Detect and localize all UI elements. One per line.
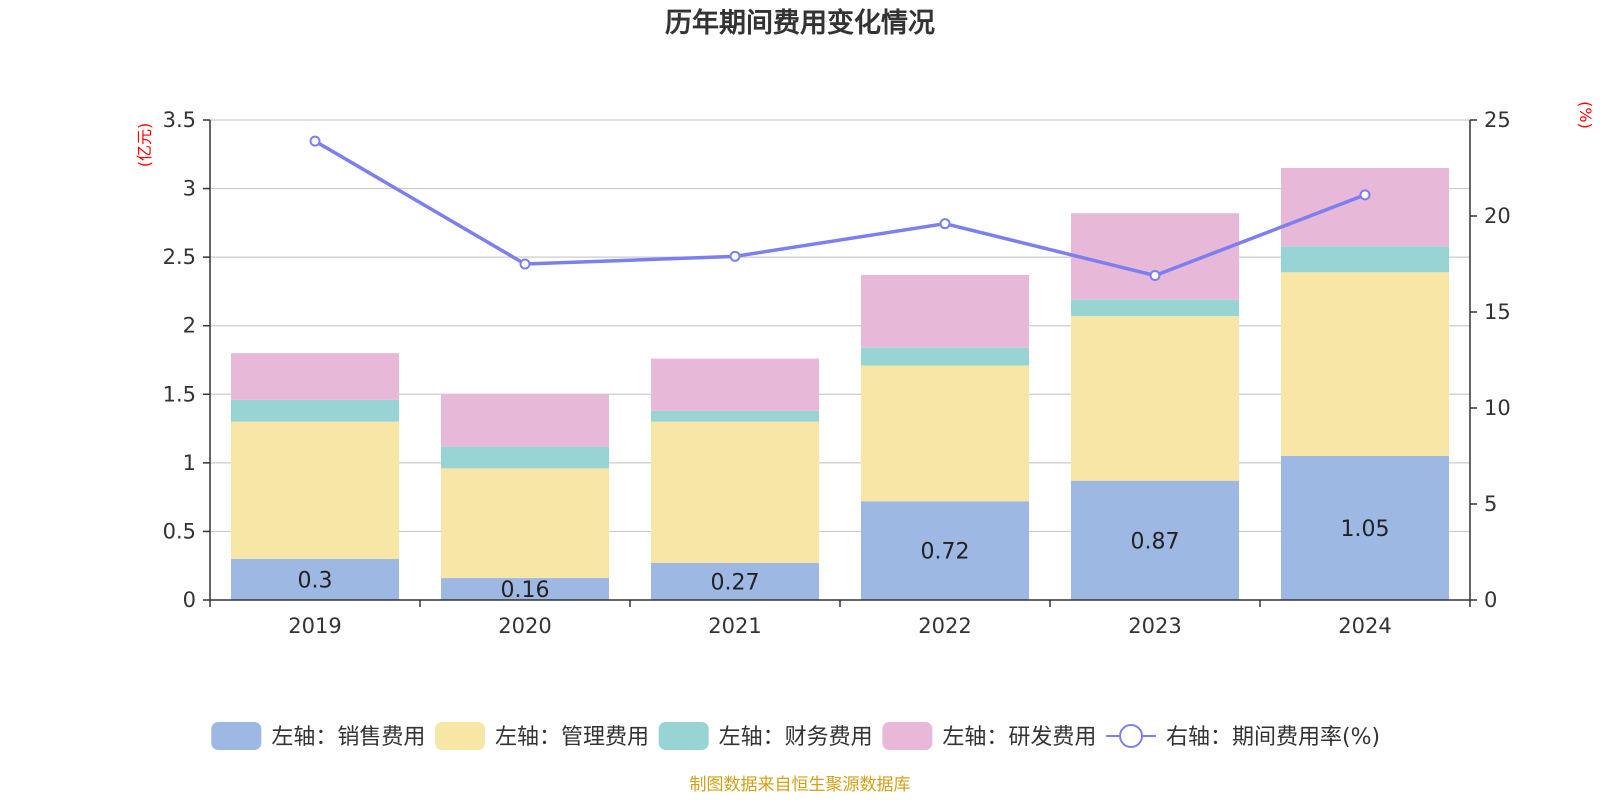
bar-2024-series-1 (1281, 456, 1449, 600)
x-tick-label: 2023 (1128, 614, 1181, 638)
legend-label: 左轴：管理费用 (495, 725, 649, 750)
bar-2019-series-2 (231, 421, 399, 559)
bar-2024-series-2 (1281, 272, 1449, 456)
legend-swatch (211, 722, 262, 750)
bar-2022-series-4 (861, 274, 1029, 348)
bar-2022-series-2 (861, 365, 1029, 502)
left-tick-label: 3 (183, 177, 196, 201)
rate-point-2020 (519, 258, 531, 270)
x-tick-label: 2022 (918, 614, 971, 638)
bar-value-label: 1.05 (1341, 517, 1390, 542)
chart-title: 历年期间费用变化情况 (665, 7, 935, 39)
left-tick-label: 1.5 (163, 382, 196, 406)
right-axis-unit: (%) (1576, 101, 1595, 129)
bar-2020-series-2 (441, 468, 609, 579)
bar-2022-series-3 (861, 347, 1029, 366)
bar-2023-series-4 (1071, 213, 1239, 300)
bar-value-label: 0.3 (298, 568, 333, 593)
bar-2021-series-1 (651, 562, 819, 600)
bar-2020-series-1 (441, 578, 609, 600)
x-tick-label: 2020 (498, 614, 551, 638)
x-tick-label: 2019 (288, 614, 341, 638)
left-tick-label: 2.5 (163, 245, 196, 269)
rate-point-2022 (939, 218, 951, 230)
rate-point-2019 (309, 135, 321, 147)
bar-2020-series-3 (441, 446, 609, 469)
legend-marker-icon (1119, 724, 1144, 748)
legend-swatch (658, 722, 709, 750)
legend-label: 左轴：财务费用 (719, 725, 873, 750)
bar-value-label: 0.87 (1131, 529, 1180, 554)
axes: 0 0.5 1 1.5 2 2.5 3 3.5 0 5 10 15 20 25 2019 2020 2021 20… (163, 108, 1511, 638)
left-tick-label: 0.5 (163, 519, 196, 543)
right-tick-label: 10 (1484, 396, 1511, 420)
bar-2023-series-1 (1071, 480, 1239, 600)
bar-2021-series-2 (651, 421, 819, 563)
bar-2023-series-3 (1071, 299, 1239, 317)
bar-2019-series-4 (231, 353, 399, 400)
grid (210, 119, 1470, 533)
source-note: 制图数据来自恒生聚源数据库 (690, 775, 911, 795)
left-tick-label: 3.5 (163, 108, 196, 132)
data-labels: 0.3 0.16 0.27 0.72 0.87 1.05 (298, 517, 1390, 603)
bar-2022-series-1 (861, 501, 1029, 600)
legend: 左轴：销售费用 左轴：管理费用 左轴：财务费用 左轴：研发费用 右轴：期间费用率(%) (211, 722, 1380, 750)
bar-2019-series-3 (231, 399, 399, 422)
rate-point-2023 (1149, 270, 1161, 282)
left-axis-unit: (亿元) (135, 123, 154, 168)
bar-value-label: 0.27 (711, 570, 760, 595)
legend-swatch (435, 722, 485, 750)
bar-2023-series-2 (1071, 316, 1239, 481)
rate-line-path (314, 139, 1366, 278)
left-tick-label: 0 (183, 588, 196, 612)
right-tick-label: 25 (1484, 108, 1511, 132)
bar-value-label: 0.16 (501, 578, 550, 603)
legend-label: 右轴：期间费用率(%) (1166, 725, 1380, 750)
x-tick-label: 2024 (1338, 614, 1391, 638)
legend-label: 左轴：销售费用 (271, 725, 425, 750)
x-tick-label: 2021 (708, 614, 761, 638)
rate-point-2024 (1359, 189, 1371, 201)
bar-2020-series-4 (441, 394, 609, 447)
bars (231, 168, 1449, 600)
rate-point-2021 (729, 250, 741, 262)
right-tick-label: 20 (1484, 204, 1511, 228)
bar-2021-series-4 (651, 358, 819, 411)
bar-2019-series-1 (231, 558, 399, 600)
bar-value-label: 0.72 (921, 540, 970, 565)
legend-swatch (882, 722, 933, 750)
bar-2024-series-3 (1281, 246, 1449, 273)
rate-line (309, 135, 1371, 282)
bar-2024-series-4 (1281, 168, 1449, 247)
right-tick-label: 0 (1484, 588, 1497, 612)
bar-2021-series-3 (651, 410, 819, 422)
left-tick-label: 1 (183, 451, 196, 475)
legend-label: 左轴：研发费用 (942, 725, 1096, 750)
left-tick-label: 2 (183, 314, 196, 338)
right-tick-label: 5 (1484, 492, 1497, 516)
right-tick-label: 15 (1484, 300, 1511, 324)
